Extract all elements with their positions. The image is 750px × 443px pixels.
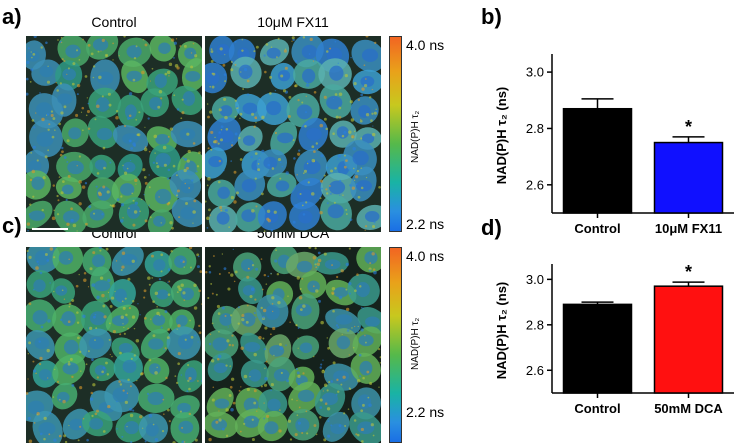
y-tick-label: 2.8 xyxy=(526,317,544,332)
x-tick-label: 10μM FX11 xyxy=(655,221,722,236)
y-tick-label: 2.6 xyxy=(526,177,544,192)
micrograph-dca-canvas xyxy=(205,247,381,443)
y-tick-label: 2.6 xyxy=(526,363,544,378)
image-label-fx11: 10μM FX11 xyxy=(257,14,329,30)
y-tick-label: 3.0 xyxy=(526,272,544,287)
colorbar-bottom-min: 2.2 ns xyxy=(406,404,445,420)
significance-marker: * xyxy=(685,117,692,137)
significance-marker: * xyxy=(685,262,692,282)
y-axis-label: NAD(P)H τ₂ (ns) xyxy=(494,87,509,185)
colorbar-top-label: NAD(P)H τ₂ xyxy=(410,110,421,163)
x-tick-label: Control xyxy=(574,401,620,416)
x-tick-label: 50mM DCA xyxy=(654,401,723,416)
image-label-control-a: Control xyxy=(91,14,137,30)
bar-chart-b: NAD(P)H τ₂ (ns) 2.6 2.8 3.0 Control * 10μM FX1… xyxy=(494,54,734,236)
micrograph-fx11-canvas xyxy=(205,36,381,232)
y-axis-label: NAD(P)H τ₂ (ns) xyxy=(494,282,509,380)
bar xyxy=(562,107,633,214)
colorbar-top-max: 4.0 ns xyxy=(406,37,445,53)
x-tick-label: Control xyxy=(574,221,620,236)
y-tick-label: 2.8 xyxy=(526,121,544,136)
micrograph-dca xyxy=(205,247,381,443)
micrograph-control-c xyxy=(26,247,202,443)
colorbar-top-min: 2.2 ns xyxy=(406,216,445,232)
micrograph-control-c-canvas xyxy=(26,247,202,443)
panel-letter-b: b) xyxy=(481,4,502,29)
bar-chart-d: NAD(P)H τ₂ (ns) 2.6 2.8 3.0 Control * 50mM DCA xyxy=(494,262,734,416)
panel-letter-a: a) xyxy=(2,4,22,29)
bar xyxy=(562,303,633,394)
y-tick-label: 3.0 xyxy=(526,65,544,80)
colorbar-bottom xyxy=(389,247,402,443)
micrograph-control-a-canvas xyxy=(26,36,202,232)
colorbar-top xyxy=(389,36,402,232)
colorbar-bottom-label: NAD(P)H τ₂ xyxy=(410,317,421,370)
scale-bar xyxy=(32,228,68,230)
panel-letter-d: d) xyxy=(481,215,502,240)
panel-letter-c: c) xyxy=(2,213,22,238)
micrograph-fx11 xyxy=(205,36,381,232)
bar xyxy=(653,285,724,394)
colorbar-bottom-max: 4.0 ns xyxy=(406,248,445,264)
micrograph-control-a xyxy=(26,36,202,232)
bar xyxy=(653,141,724,214)
